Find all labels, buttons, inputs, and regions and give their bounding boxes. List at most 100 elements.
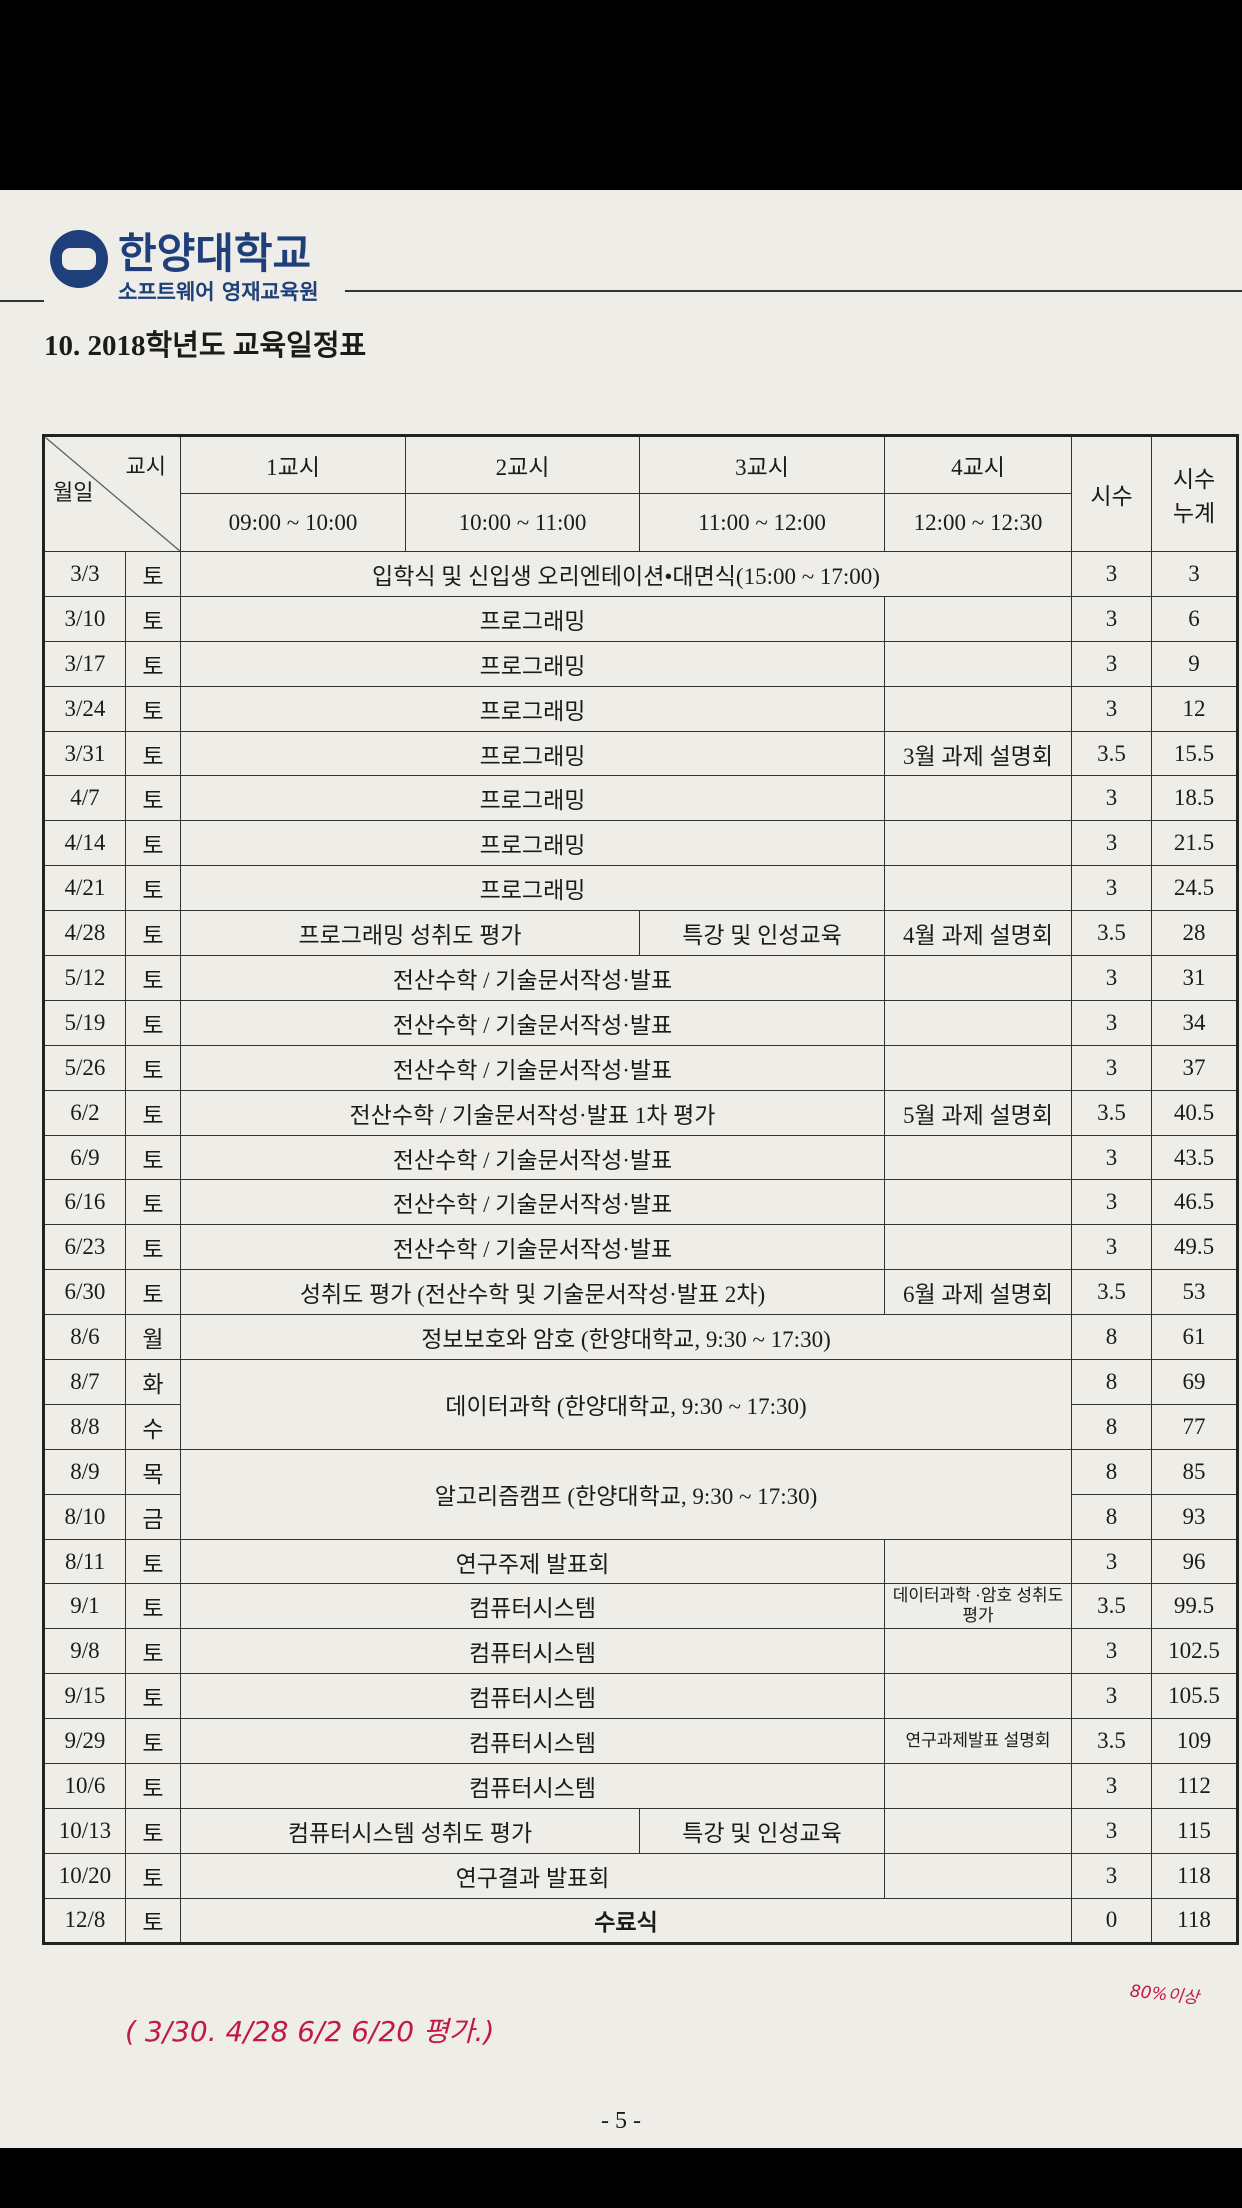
- activity-cell: 특강 및 인성교육: [639, 910, 885, 957]
- cumulative-cell: 77: [1151, 1403, 1238, 1450]
- date-cell: 10/6: [43, 1763, 126, 1809]
- day-cell: 토: [125, 1673, 181, 1720]
- hours-cell: 8: [1071, 1448, 1152, 1495]
- date-cell: 3/17: [43, 640, 126, 687]
- paper: 한양대학교 소프트웨어 영재교육원 10. 2018학년도 교육일정표 교시 월일…: [0, 190, 1242, 2148]
- schedule-row: 4/7 토 프로그래밍 3 18.5: [43, 775, 1238, 822]
- hours-cell: 8: [1071, 1359, 1152, 1405]
- empty-cell: [884, 1134, 1072, 1181]
- day-cell: 토: [125, 910, 181, 957]
- day-cell: 토: [125, 1807, 181, 1854]
- activity-cell: 컴퓨터시스템: [180, 1673, 885, 1720]
- logo-text: 한양대학교: [118, 229, 312, 278]
- schedule-row: 3/24 토 프로그래밍 3 12: [43, 685, 1238, 732]
- hours-header: 시수: [1071, 435, 1152, 552]
- hours-cell: 3: [1071, 640, 1152, 687]
- empty-cell: [884, 1852, 1072, 1899]
- day-cell: 월: [125, 1314, 181, 1361]
- schedule-row: 9/8 토 컴퓨터시스템 3 102.5: [43, 1628, 1238, 1675]
- cumulative-cell: 18.5: [1151, 775, 1238, 822]
- header-row: 09:00 ~ 10:00 10:00 ~ 11:00 11:00 ~ 12:00 1…: [44, 493, 1238, 552]
- day-cell: 토: [125, 999, 181, 1046]
- empty-cell: [884, 595, 1072, 642]
- date-cell: 5/12: [43, 955, 126, 1001]
- hours-cell: 3: [1071, 1852, 1152, 1899]
- cumulative-cell: 24.5: [1151, 865, 1238, 912]
- date-cell: 12/8: [43, 1897, 126, 1944]
- date-cell: 4/21: [43, 865, 126, 912]
- day-cell: 토: [125, 1628, 181, 1675]
- empty-cell: [884, 865, 1072, 912]
- day-cell: 토: [125, 730, 181, 777]
- logo-subtitle: 소프트웨어 영재교육원: [118, 280, 319, 304]
- day-cell: 토: [125, 955, 181, 1001]
- cumulative-cell: 105.5: [1151, 1673, 1238, 1720]
- cumulative-cell: 37: [1151, 1044, 1238, 1091]
- activity-cell: 프로그래밍: [180, 730, 885, 777]
- empty-cell: [884, 1044, 1072, 1091]
- schedule-row: 6/2 토 전산수학 / 기술문서작성·발표 1차 평가 5월 과제 설명회 3.5 40…: [43, 1089, 1238, 1136]
- corner-cell: 교시 월일: [43, 435, 181, 552]
- day-cell: 토: [125, 1852, 181, 1899]
- date-cell: 6/2: [43, 1089, 126, 1136]
- date-cell: 3/10: [43, 595, 126, 642]
- day-cell: 토: [125, 1134, 181, 1181]
- period-name: 4교시: [884, 435, 1072, 494]
- schedule-row: 5/26 토 전산수학 / 기술문서작성·발표 3 37: [43, 1044, 1238, 1091]
- activity-cell: 전산수학 / 기술문서작성·발표: [180, 1044, 885, 1091]
- empty-cell: [884, 1673, 1072, 1720]
- empty-cell: [884, 955, 1072, 1001]
- empty-cell: [884, 640, 1072, 687]
- cumulative-cell: 49.5: [1151, 1224, 1238, 1271]
- schedule-row: 9/15 토 컴퓨터시스템 3 105.5: [43, 1673, 1238, 1720]
- empty-cell: [884, 1763, 1072, 1809]
- empty-cell: [884, 1224, 1072, 1271]
- schedule-row: 6/23 토 전산수학 / 기술문서작성·발표 3 49.5: [43, 1224, 1238, 1271]
- day-cell: 토: [125, 1089, 181, 1136]
- activity-cell: 전산수학 / 기술문서작성·발표: [180, 999, 885, 1046]
- cumulative-cell: 3: [1151, 551, 1238, 597]
- page-number: - 5 -: [601, 2108, 641, 2134]
- cumulative-cell: 112: [1151, 1763, 1238, 1809]
- date-cell: 8/8: [43, 1403, 126, 1450]
- cumulative-cell: 34: [1151, 999, 1238, 1046]
- date-cell: 6/30: [43, 1269, 126, 1316]
- cumulative-cell: 69: [1151, 1359, 1238, 1405]
- cumulative-header: 시수 누계: [1151, 435, 1238, 552]
- hours-cell: 3.5: [1071, 1718, 1152, 1765]
- date-cell: 9/29: [43, 1718, 126, 1765]
- hours-cell: 3: [1071, 685, 1152, 732]
- day-cell: 화: [125, 1359, 181, 1405]
- schedule-row: 3/10 토 프로그래밍 3 6: [43, 595, 1238, 642]
- hours-cell: 3: [1071, 1628, 1152, 1675]
- hours-cell: 8: [1071, 1314, 1152, 1361]
- cumulative-cell: 6: [1151, 595, 1238, 642]
- date-cell: 5/19: [43, 999, 126, 1046]
- schedule-row: 4/14 토 프로그래밍 3 21.5: [43, 820, 1238, 867]
- date-cell: 9/8: [43, 1628, 126, 1675]
- activity-cell: 컴퓨터시스템 성취도 평가: [180, 1807, 640, 1854]
- activity-cell: 프로그래밍: [180, 820, 885, 867]
- activity-cell: 전산수학 / 기술문서작성·발표: [180, 1224, 885, 1271]
- activity-cell: 정보보호와 암호 (한양대학교, 9:30 ~ 17:30): [180, 1314, 1072, 1361]
- schedule-row: 4/28 토 프로그래밍 성취도 평가 특강 및 인성교육 4월 과제 설명회 3.5 28: [43, 910, 1238, 957]
- day-cell: 토: [125, 1044, 181, 1091]
- schedule-row: 10/13 토 컴퓨터시스템 성취도 평가 특강 및 인성교육 3 115: [43, 1807, 1238, 1854]
- cumulative-cell: 43.5: [1151, 1134, 1238, 1181]
- schedule-row: 6/9 토 전산수학 / 기술문서작성·발표 3 43.5: [43, 1134, 1238, 1181]
- handwritten-note: 80%이상: [1128, 1981, 1200, 2009]
- activity-cell: 데이터과학 ·암호 성취도평가: [884, 1583, 1072, 1630]
- activity-cell: 알고리즘캠프 (한양대학교, 9:30 ~ 17:30): [180, 1448, 1072, 1540]
- activity-cell: 연구결과 발표회: [180, 1852, 885, 1899]
- schedule-row: 9/29 토 컴퓨터시스템 연구과제발표 설명회 3.5 109: [43, 1718, 1238, 1765]
- day-cell: 토: [125, 640, 181, 687]
- hours-cell: 8: [1071, 1403, 1152, 1450]
- activity-cell: 프로그래밍 성취도 평가: [180, 910, 640, 957]
- activity-cell: 6월 과제 설명회: [884, 1269, 1072, 1316]
- cumulative-header-line: 누계: [1172, 501, 1216, 526]
- period-time: 11:00 ~ 12:00: [639, 493, 885, 552]
- schedule-row: 9/1 토 컴퓨터시스템 데이터과학 ·암호 성취도평가 3.5 99.5: [43, 1583, 1238, 1630]
- schedule-row: 6/16 토 전산수학 / 기술문서작성·발표 3 46.5: [43, 1179, 1238, 1226]
- activity-cell: 입학식 및 신입생 오리엔테이션•대면식(15:00 ~ 17:00): [180, 551, 1072, 597]
